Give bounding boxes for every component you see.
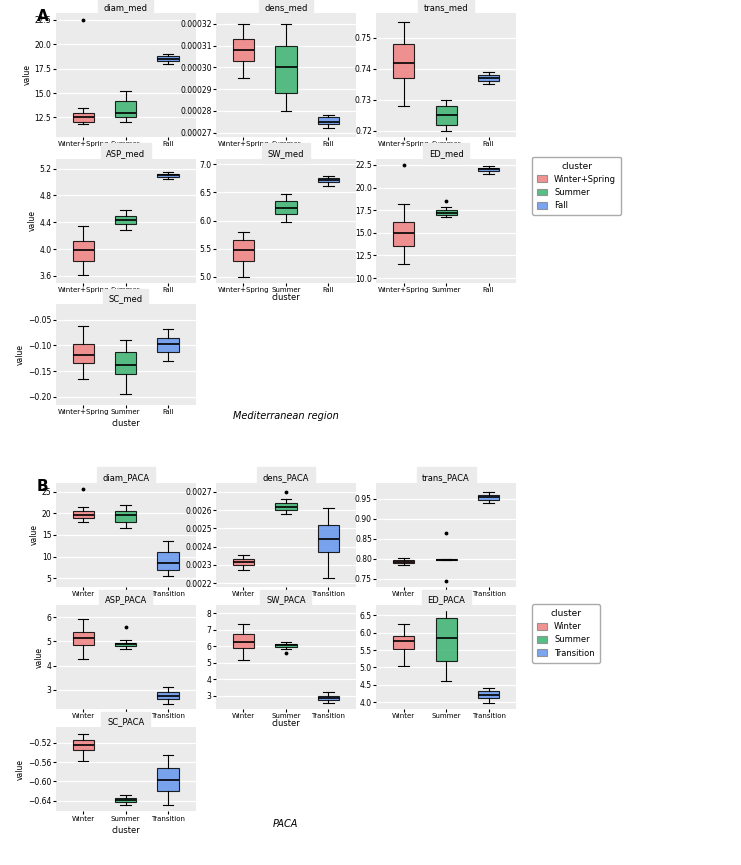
PathPatch shape xyxy=(233,39,254,61)
PathPatch shape xyxy=(158,768,179,791)
Title: SC_PACA: SC_PACA xyxy=(107,717,144,727)
PathPatch shape xyxy=(393,44,414,78)
PathPatch shape xyxy=(158,692,179,699)
PathPatch shape xyxy=(115,351,136,374)
Y-axis label: value: value xyxy=(16,344,25,365)
PathPatch shape xyxy=(158,174,179,176)
PathPatch shape xyxy=(73,511,94,518)
X-axis label: cluster: cluster xyxy=(111,826,140,835)
PathPatch shape xyxy=(73,740,94,750)
Title: dens_PACA: dens_PACA xyxy=(262,473,309,482)
PathPatch shape xyxy=(275,644,296,647)
PathPatch shape xyxy=(318,118,339,124)
Title: ED_med: ED_med xyxy=(429,149,464,157)
PathPatch shape xyxy=(158,552,179,569)
Title: diam_med: diam_med xyxy=(104,3,147,12)
Y-axis label: value: value xyxy=(16,759,25,780)
PathPatch shape xyxy=(233,240,254,261)
Text: cluster: cluster xyxy=(271,720,300,728)
PathPatch shape xyxy=(478,495,499,500)
Y-axis label: value: value xyxy=(35,646,44,668)
PathPatch shape xyxy=(233,560,254,565)
Title: trans_PACA: trans_PACA xyxy=(422,473,470,482)
PathPatch shape xyxy=(393,637,414,650)
Y-axis label: value: value xyxy=(27,210,36,231)
PathPatch shape xyxy=(73,344,94,363)
Text: PACA: PACA xyxy=(273,819,299,830)
PathPatch shape xyxy=(318,178,339,183)
PathPatch shape xyxy=(436,106,456,125)
PathPatch shape xyxy=(275,46,296,93)
Title: dens_med: dens_med xyxy=(265,3,308,12)
Title: SW_med: SW_med xyxy=(268,149,304,157)
PathPatch shape xyxy=(158,56,179,61)
Text: B: B xyxy=(37,478,49,494)
Title: diam_PACA: diam_PACA xyxy=(102,473,149,482)
PathPatch shape xyxy=(158,337,179,351)
PathPatch shape xyxy=(115,511,136,522)
Text: A: A xyxy=(37,9,49,23)
PathPatch shape xyxy=(275,201,296,214)
Y-axis label: value: value xyxy=(23,65,32,86)
PathPatch shape xyxy=(233,634,254,648)
Y-axis label: value: value xyxy=(30,524,39,545)
Title: ASP_PACA: ASP_PACA xyxy=(104,595,147,605)
PathPatch shape xyxy=(318,695,339,701)
PathPatch shape xyxy=(115,798,136,802)
X-axis label: cluster: cluster xyxy=(111,419,140,428)
PathPatch shape xyxy=(436,618,456,661)
PathPatch shape xyxy=(115,215,136,223)
Title: trans_med: trans_med xyxy=(424,3,468,12)
PathPatch shape xyxy=(73,241,94,261)
PathPatch shape xyxy=(318,525,339,552)
PathPatch shape xyxy=(393,560,414,563)
PathPatch shape xyxy=(478,168,499,171)
PathPatch shape xyxy=(478,691,499,698)
Title: ED_PACA: ED_PACA xyxy=(428,595,465,605)
Title: SC_med: SC_med xyxy=(109,294,143,304)
PathPatch shape xyxy=(73,112,94,122)
PathPatch shape xyxy=(275,503,296,510)
Title: SW_PACA: SW_PACA xyxy=(266,595,306,605)
Text: cluster: cluster xyxy=(271,293,300,302)
PathPatch shape xyxy=(115,101,136,118)
Legend: Winter+Spring, Summer, Fall: Winter+Spring, Summer, Fall xyxy=(533,157,621,215)
Title: ASP_med: ASP_med xyxy=(106,149,145,157)
PathPatch shape xyxy=(436,210,456,215)
Legend: Winter, Summer, Transition: Winter, Summer, Transition xyxy=(533,604,599,663)
Text: Mediterranean region: Mediterranean region xyxy=(233,411,339,421)
PathPatch shape xyxy=(115,643,136,645)
PathPatch shape xyxy=(393,222,414,247)
PathPatch shape xyxy=(73,632,94,645)
PathPatch shape xyxy=(478,75,499,81)
